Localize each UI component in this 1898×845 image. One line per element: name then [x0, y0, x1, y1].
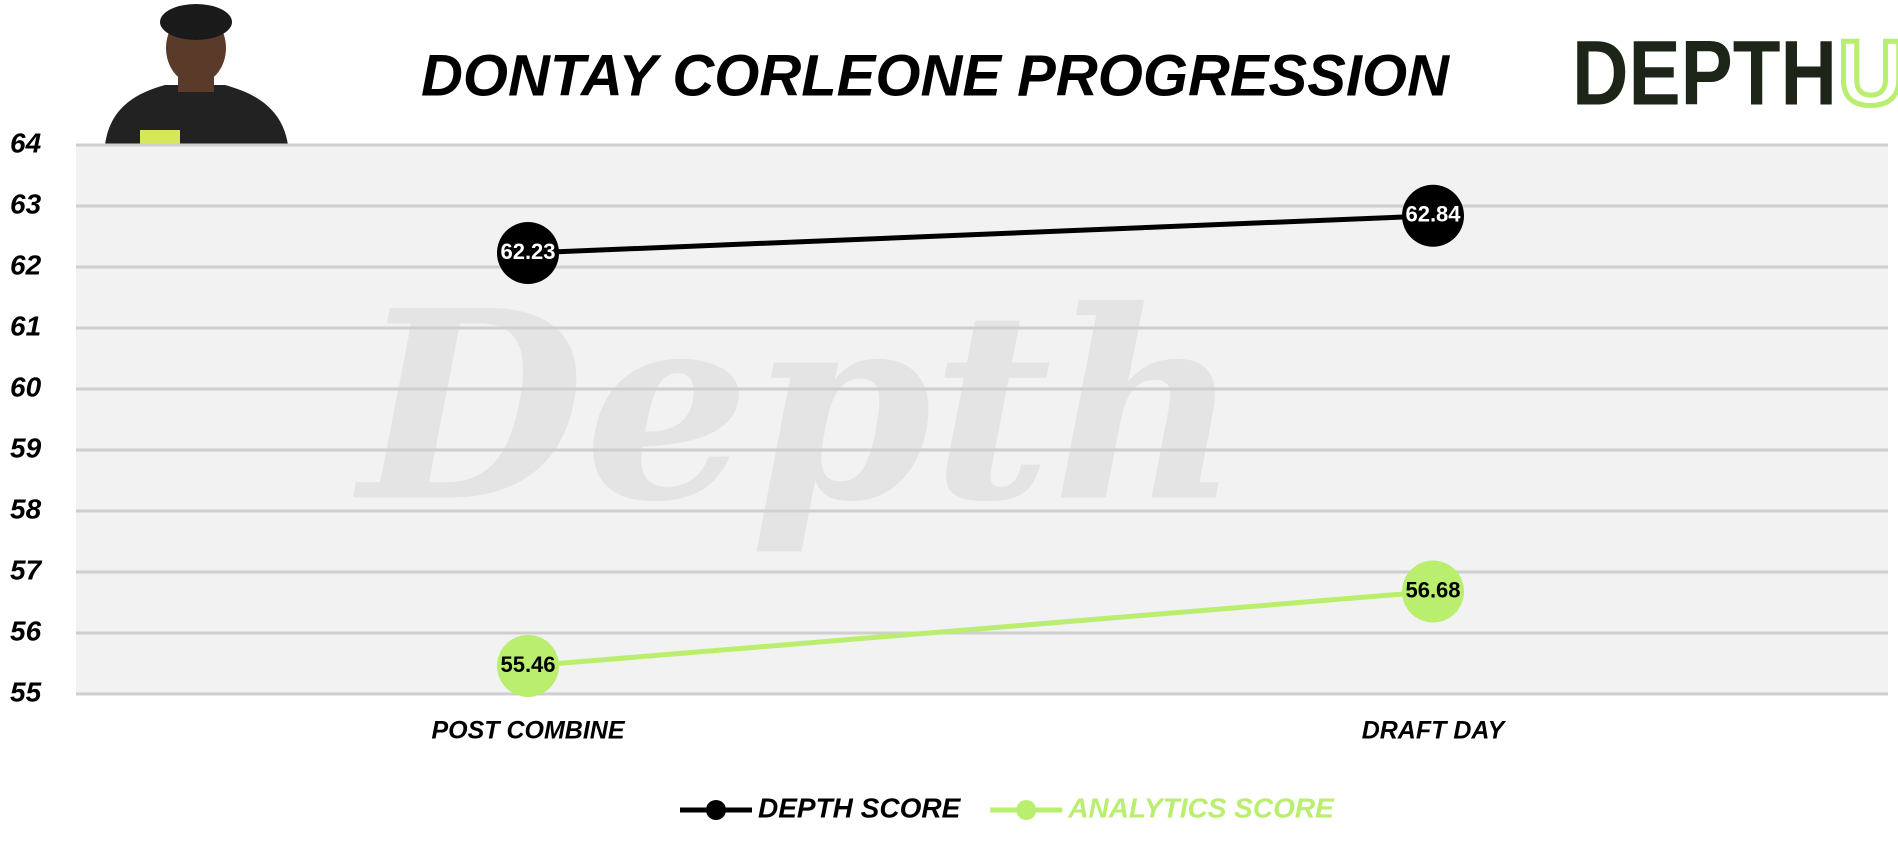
y-tick-label: 56: [10, 615, 42, 646]
legend-label: ANALYTICS SCORE: [1067, 792, 1335, 823]
legend-marker: [1016, 800, 1037, 820]
series-line: [527, 589, 1434, 669]
y-tick-label: 61: [10, 310, 41, 341]
logo-accent: U: [1838, 22, 1898, 124]
y-tick-label: 60: [10, 371, 42, 402]
data-point: [497, 634, 559, 697]
watermark: Depth: [351, 254, 1241, 559]
data-point: [497, 221, 559, 284]
legend-label: DEPTH SCORE: [758, 792, 962, 823]
legend-marker: [706, 800, 726, 820]
y-tick-label: 64: [10, 127, 42, 158]
y-tick-label: 59: [10, 432, 42, 463]
y-tick-label: 57: [10, 554, 43, 585]
data-label: 62.84: [1405, 202, 1461, 227]
data-label: 62.23: [500, 239, 555, 264]
data-label: 55.46: [500, 652, 555, 677]
y-tick-label: 63: [10, 188, 42, 219]
data-point: [1402, 560, 1464, 623]
data-point: [1402, 184, 1464, 247]
player-photo: [105, 4, 288, 145]
y-tick-label: 58: [10, 493, 42, 524]
series-line: [527, 213, 1434, 256]
data-label: 56.68: [1405, 577, 1460, 602]
logo: DEPTH U: [1572, 20, 1898, 127]
y-tick-label: 62: [10, 249, 42, 280]
chart-title: DONTAY CORLEONE PROGRESSION: [421, 43, 1450, 108]
logo-text: DEPTH: [1572, 22, 1837, 124]
x-tick-label: DRAFT DAY: [1362, 717, 1507, 745]
x-tick-label: POST COMBINE: [431, 717, 625, 745]
y-tick-label: 55: [10, 676, 42, 707]
